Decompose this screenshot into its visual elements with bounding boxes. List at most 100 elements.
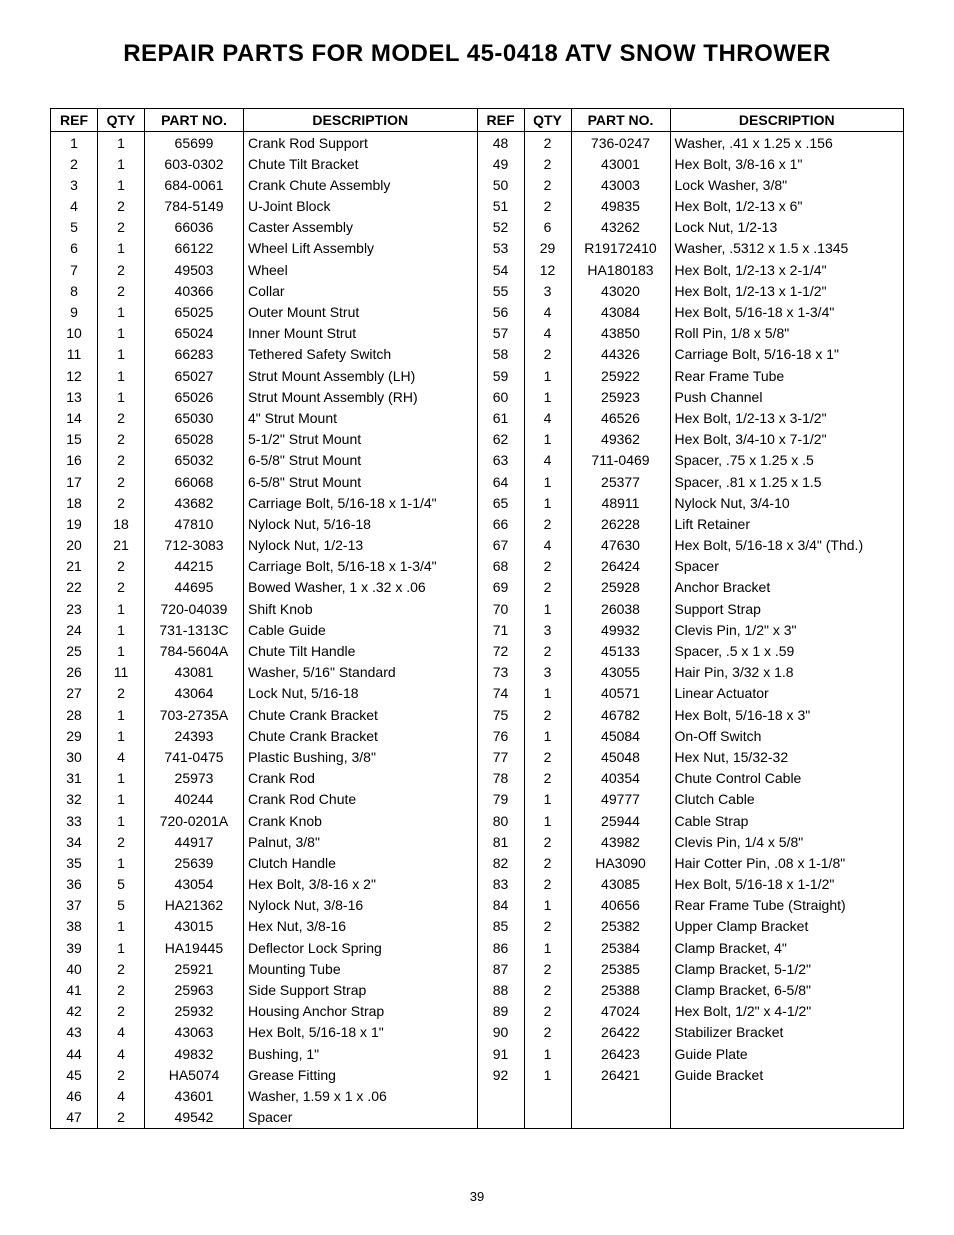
- cell-ref: 2: [51, 153, 98, 174]
- cell-desc: Hex Bolt, 1/2-13 x 2-1/4": [670, 259, 904, 280]
- cell-part: 25973: [145, 768, 244, 789]
- cell-part: 25385: [571, 958, 670, 979]
- cell-desc: Hair Cotter Pin, .08 x 1-1/8": [670, 852, 904, 873]
- cell-ref: 8: [51, 280, 98, 301]
- cell-qty: 4: [98, 746, 145, 767]
- cell-qty: 2: [98, 196, 145, 217]
- cell-qty: 5: [98, 874, 145, 895]
- cell-ref: 61: [477, 407, 524, 428]
- cell-ref: 75: [477, 704, 524, 725]
- table-row: 191847810Nylock Nut, 5/16-1866226228Lift…: [51, 513, 904, 534]
- cell-desc: Tethered Safety Switch: [244, 344, 478, 365]
- cell-desc: Crank Rod Chute: [244, 789, 478, 810]
- cell-desc: Spacer, .75 x 1.25 x .5: [670, 450, 904, 471]
- cell-qty: 2: [524, 980, 571, 1001]
- cell-ref: 73: [477, 662, 524, 683]
- header-qty-left: QTY: [98, 109, 145, 132]
- cell-qty: 4: [524, 450, 571, 471]
- cell-part: 731-1313C: [145, 619, 244, 640]
- cell-ref: 21: [51, 556, 98, 577]
- cell-qty: 3: [524, 280, 571, 301]
- header-part-left: PART NO.: [145, 109, 244, 132]
- cell-part: 65028: [145, 429, 244, 450]
- cell-qty: 2: [98, 958, 145, 979]
- cell-desc: Hex Nut, 15/32-32: [670, 746, 904, 767]
- cell-part: 40366: [145, 280, 244, 301]
- cell-part: 49777: [571, 789, 670, 810]
- cell-part: 44695: [145, 577, 244, 598]
- cell-qty: 1: [98, 641, 145, 662]
- cell-part: 25963: [145, 980, 244, 1001]
- cell-desc: Clevis Pin, 1/4 x 5/8": [670, 831, 904, 852]
- cell-part: 720-04039: [145, 598, 244, 619]
- cell-qty: 2: [98, 577, 145, 598]
- cell-part: 40354: [571, 768, 670, 789]
- cell-qty: 2: [98, 429, 145, 450]
- cell-qty: 1: [524, 683, 571, 704]
- cell-qty: 1: [524, 471, 571, 492]
- cell-qty: 2: [98, 980, 145, 1001]
- cell-ref: 20: [51, 535, 98, 556]
- table-row: 8240366Collar55343020Hex Bolt, 1/2-13 x …: [51, 280, 904, 301]
- cell-desc: Hex Bolt, 5/16-18 x 3": [670, 704, 904, 725]
- cell-ref: 92: [477, 1064, 524, 1085]
- cell-desc: Nylock Nut, 3/4-10: [670, 492, 904, 513]
- table-row: 44449832Bushing, 1"91126423Guide Plate: [51, 1043, 904, 1064]
- cell-qty: 1: [98, 132, 145, 154]
- cell-part: 43020: [571, 280, 670, 301]
- cell-desc: 6-5/8" Strut Mount: [244, 450, 478, 471]
- cell-ref: 22: [51, 577, 98, 598]
- cell-desc: Spacer, .5 x 1 x .59: [670, 641, 904, 662]
- page: REPAIR PARTS FOR MODEL 45-0418 ATV SNOW …: [0, 0, 954, 1234]
- cell-ref: 68: [477, 556, 524, 577]
- cell-part: 26424: [571, 556, 670, 577]
- cell-part: 25944: [571, 810, 670, 831]
- cell-ref: 46: [51, 1085, 98, 1106]
- table-row: 6166122Wheel Lift Assembly5329R19172410W…: [51, 238, 904, 259]
- cell-ref: 51: [477, 196, 524, 217]
- cell-part: 65024: [145, 323, 244, 344]
- table-row: 42225932Housing Anchor Strap89247024Hex …: [51, 1001, 904, 1022]
- cell-part: 43850: [571, 323, 670, 344]
- cell-desc: Plastic Bushing, 3/8": [244, 746, 478, 767]
- table-row: 13165026Strut Mount Assembly (RH)6012592…: [51, 386, 904, 407]
- cell-ref: 26: [51, 662, 98, 683]
- cell-part: 44917: [145, 831, 244, 852]
- cell-desc: Clamp Bracket, 4": [670, 937, 904, 958]
- cell-qty: 2: [524, 1022, 571, 1043]
- table-row: 47249542Spacer: [51, 1107, 904, 1129]
- cell-part: 49542: [145, 1107, 244, 1129]
- cell-desc: Carriage Bolt, 5/16-18 x 1-1/4": [244, 492, 478, 513]
- cell-desc: 5-1/2" Strut Mount: [244, 429, 478, 450]
- cell-qty: 2: [98, 259, 145, 280]
- cell-desc: Clamp Bracket, 5-1/2": [670, 958, 904, 979]
- cell-ref: 70: [477, 598, 524, 619]
- cell-qty: 1: [98, 344, 145, 365]
- cell-ref: 53: [477, 238, 524, 259]
- cell-ref: 33: [51, 810, 98, 831]
- cell-qty: 1: [524, 810, 571, 831]
- cell-desc: Clutch Handle: [244, 852, 478, 873]
- cell-qty: 1: [524, 492, 571, 513]
- cell-part: 65027: [145, 365, 244, 386]
- cell-ref: 19: [51, 513, 98, 534]
- cell-qty: 4: [524, 302, 571, 323]
- cell-part: 49932: [571, 619, 670, 640]
- cell-desc: Hex Bolt, 5/16-18 x 3/4" (Thd.): [670, 535, 904, 556]
- cell-ref: 42: [51, 1001, 98, 1022]
- table-row: 172660686-5/8" Strut Mount64125377Spacer…: [51, 471, 904, 492]
- cell-desc: Wheel: [244, 259, 478, 280]
- header-desc-left: DESCRIPTION: [244, 109, 478, 132]
- cell-qty: 1: [98, 916, 145, 937]
- cell-ref: [477, 1107, 524, 1129]
- cell-ref: 49: [477, 153, 524, 174]
- cell-desc: Inner Mount Strut: [244, 323, 478, 344]
- cell-ref: 71: [477, 619, 524, 640]
- table-row: 46443601Washer, 1.59 x 1 x .06: [51, 1085, 904, 1106]
- cell-part: 43064: [145, 683, 244, 704]
- cell-part: 65030: [145, 407, 244, 428]
- cell-desc: Hex Bolt, 3/4-10 x 7-1/2": [670, 429, 904, 450]
- cell-qty: 1: [98, 323, 145, 344]
- cell-qty: 1: [98, 238, 145, 259]
- cell-qty: 1: [98, 174, 145, 195]
